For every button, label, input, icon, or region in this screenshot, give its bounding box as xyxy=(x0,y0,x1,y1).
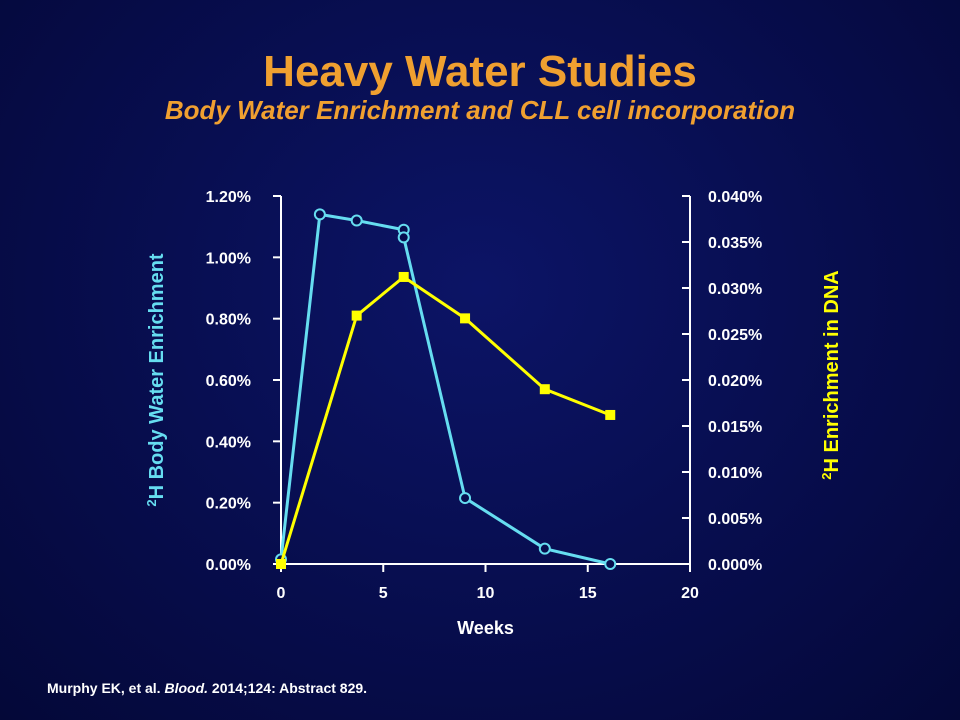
x-tick-label: 20 xyxy=(681,585,699,602)
left-y-tick-label: 0.40% xyxy=(206,434,251,451)
citation-journal: Blood. xyxy=(164,680,209,696)
left-y-tick-label: 0.80% xyxy=(206,312,251,329)
series-2-point xyxy=(276,559,286,569)
slide-subtitle: Body Water Enrichment and CLL cell incor… xyxy=(164,95,796,125)
right-y-tick-label: 0.000% xyxy=(708,557,762,574)
citation-details: 2014;124: Abstract 829. xyxy=(208,680,368,696)
right-y-tick-label: 0.030% xyxy=(708,281,762,298)
x-tick-label: 5 xyxy=(379,585,388,602)
series-2-point xyxy=(398,271,409,282)
left-y-axis-label-text: H Body Water Enrichment xyxy=(146,253,168,499)
left-y-axis-label: 2H Body Water Enrichment xyxy=(144,253,168,507)
series-1-line xyxy=(279,212,611,566)
series-2-line xyxy=(279,275,611,565)
x-tick-label: 15 xyxy=(579,585,597,602)
series-1-point xyxy=(350,214,363,227)
series-1-point xyxy=(604,558,617,570)
left-y-tick-label: 1.20% xyxy=(206,189,251,206)
right-y-axis-label-text: H Enrichment in DNA xyxy=(821,270,843,472)
right-y-tick-label: 0.040% xyxy=(708,189,762,206)
left-y-tick-label: 0.60% xyxy=(206,373,251,390)
left-y-tick-label: 1.00% xyxy=(206,250,251,267)
x-tick-label: 0 xyxy=(277,585,286,602)
series-2-point xyxy=(460,313,471,324)
series-2-point xyxy=(605,409,616,420)
citation-authors: Murphy EK, et al. xyxy=(47,680,165,696)
chart-labels: 0.00% 0.20% 0.40% 0.60% 0.80% 1.00% 1.20% 0.000… xyxy=(144,189,843,638)
series-1-point xyxy=(459,492,472,505)
citation: Murphy EK, et al. Blood. 2014;124: Abstr… xyxy=(47,680,367,696)
x-tick-label: 10 xyxy=(477,585,495,602)
chart-axes xyxy=(273,195,691,572)
right-y-axis-label: 2H Enrichment in DNA xyxy=(819,270,843,479)
left-y-tick-label: 0.20% xyxy=(206,496,251,513)
series-2-point xyxy=(351,310,362,321)
left-y-axis-label-superscript: 2 xyxy=(144,499,159,506)
series-1-point xyxy=(313,208,326,221)
left-y-tick-label: 0.00% xyxy=(206,557,251,574)
right-y-tick-label: 0.020% xyxy=(708,373,762,390)
right-y-tick-label: 0.010% xyxy=(708,465,762,482)
series-1-point xyxy=(538,542,551,555)
x-axis-label: Weeks xyxy=(457,618,514,638)
right-y-tick-label: 0.015% xyxy=(708,419,762,436)
series-1-point xyxy=(397,231,410,244)
right-y-axis-label-superscript: 2 xyxy=(819,473,834,480)
slide-title: Heavy Water Studies xyxy=(263,47,697,96)
right-y-tick-label: 0.005% xyxy=(708,511,762,528)
series-2-point xyxy=(539,384,550,395)
right-y-tick-label: 0.035% xyxy=(708,235,762,252)
right-y-tick-label: 0.025% xyxy=(708,327,762,344)
chart-series xyxy=(275,208,617,570)
